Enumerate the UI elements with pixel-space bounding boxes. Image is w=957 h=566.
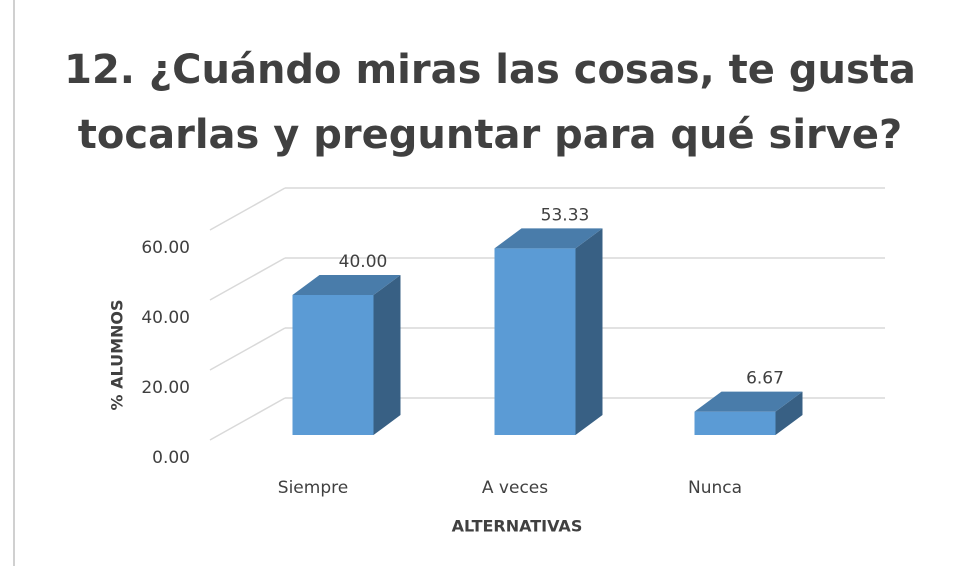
y-tick-label: 0.00 [152,448,190,468]
x-tick-label: Nunca [688,478,742,498]
value-label: 40.00 [339,252,388,272]
chart-title: 12. ¿Cuándo miras las cosas, te gusta [64,47,916,93]
grid-line [209,327,286,371]
value-label: 53.33 [541,205,590,225]
y-axis-title: % ALUMNOS [108,299,127,410]
bar [494,248,576,435]
grid-line [209,397,286,441]
y-tick-label: 60.00 [141,238,190,258]
bar-top [694,391,803,412]
grid-line [209,187,286,231]
x-tick-label: A veces [482,478,548,498]
grid-line [209,257,286,301]
bar-side [775,391,803,435]
x-tick-label: Siempre [278,478,348,498]
y-tick-label: 20.00 [141,378,190,398]
bar [694,411,776,435]
chart-title: tocarlas y preguntar para qué sirve? [78,112,902,158]
y-tick-label: 40.00 [141,308,190,328]
bar-side [373,275,401,435]
value-label: 6.67 [746,369,784,389]
bar-side [575,228,603,435]
bar [292,295,374,435]
bar-top [494,228,603,249]
bar-top [292,275,401,295]
x-axis-title: ALTERNATIVAS [452,517,583,536]
